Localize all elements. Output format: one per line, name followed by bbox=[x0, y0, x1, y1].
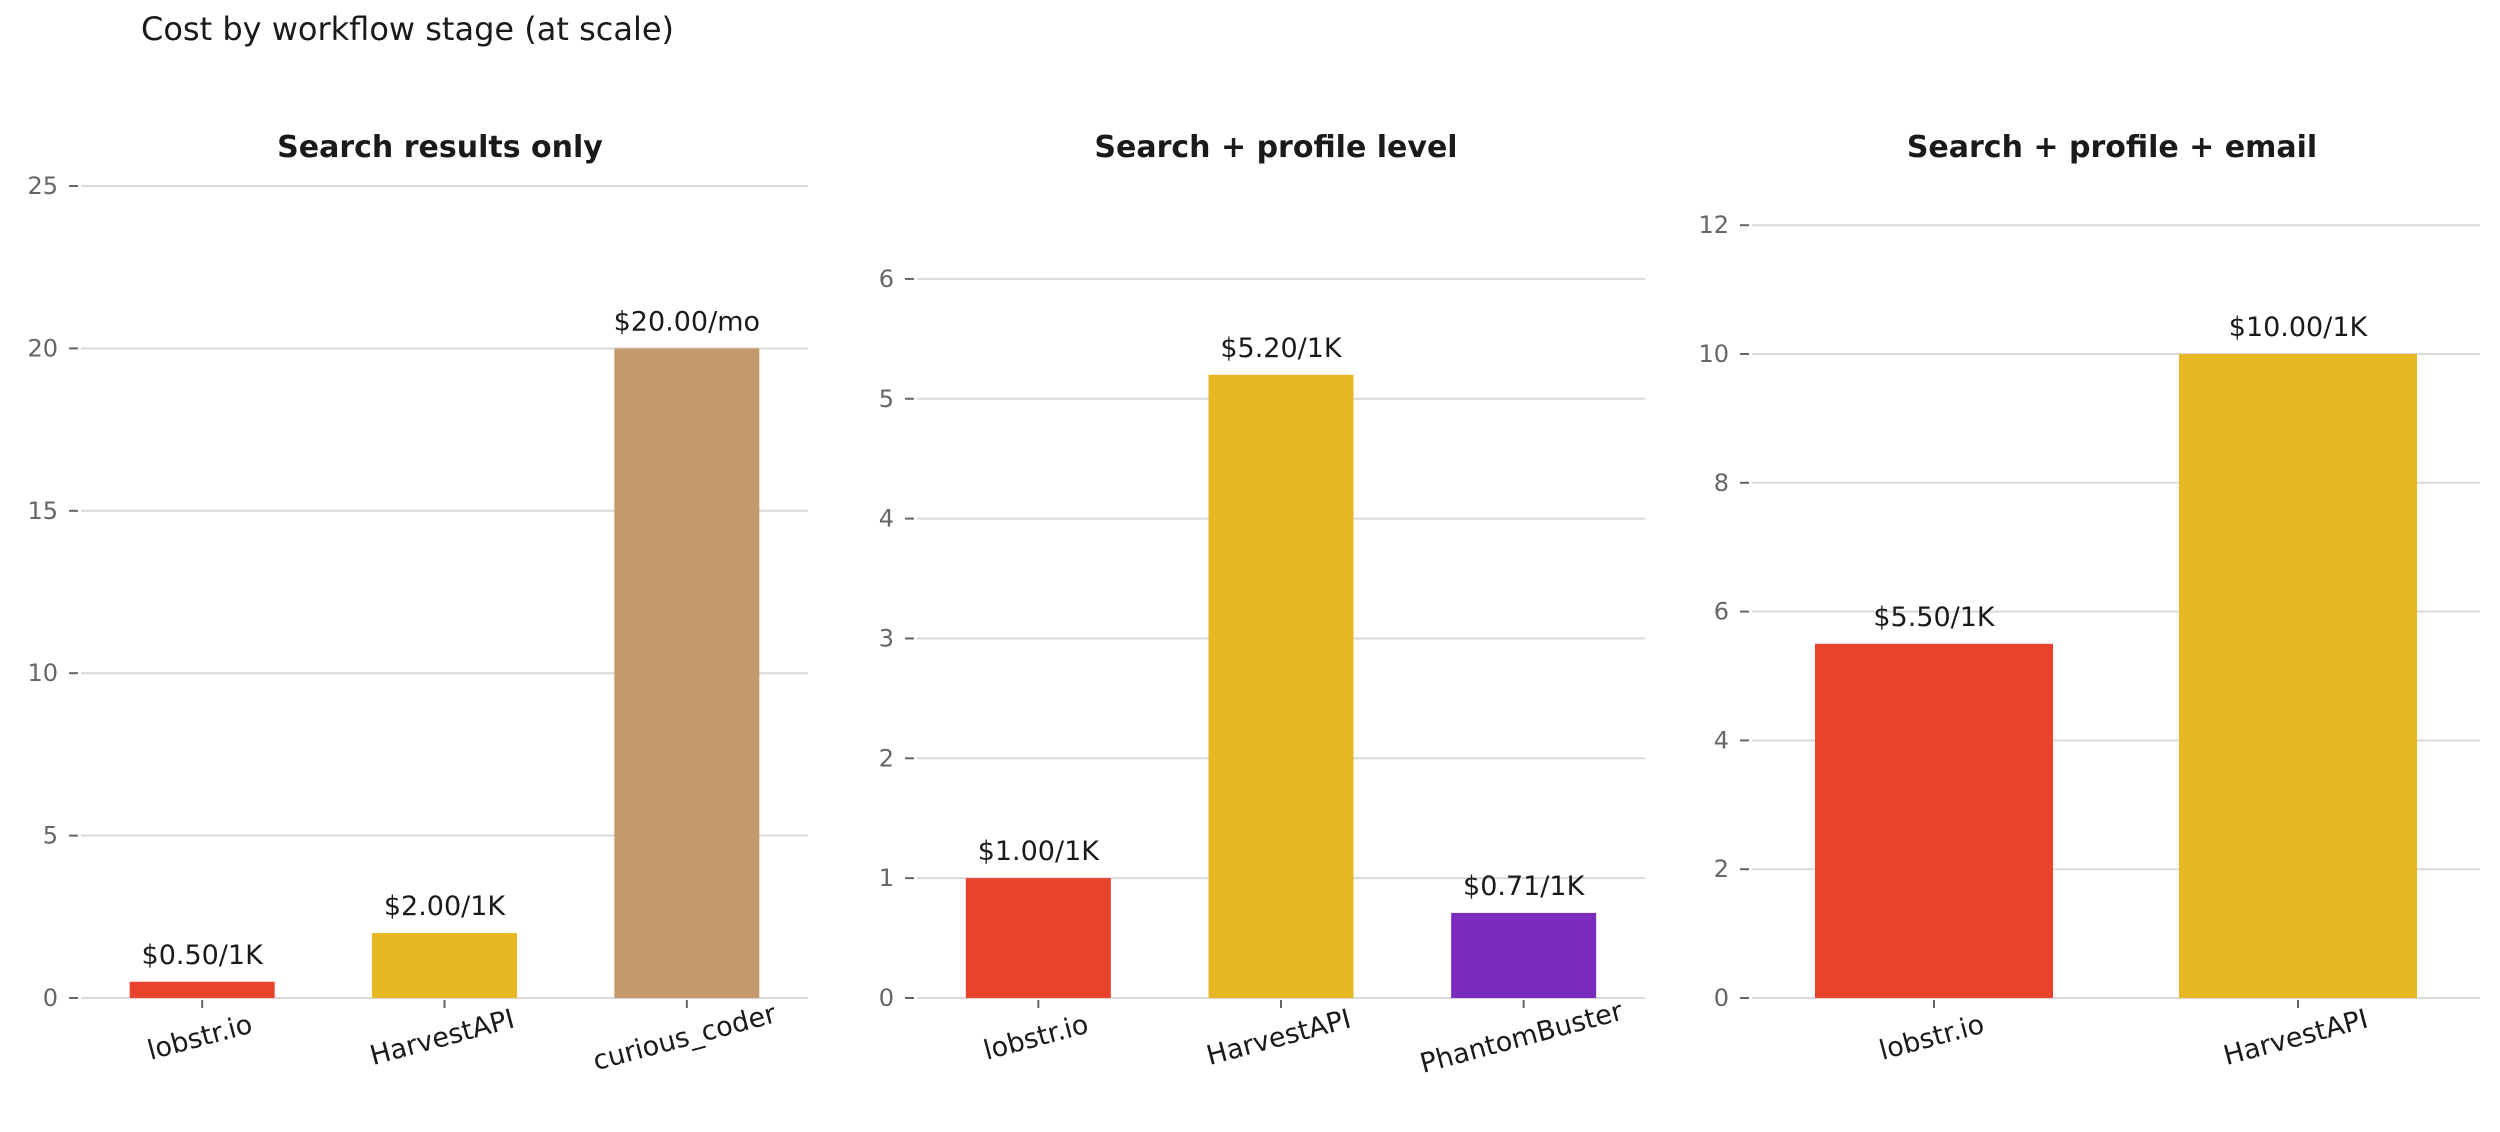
x-tick-label: HarvestAPI bbox=[1203, 1004, 1354, 1072]
y-tick-label: 1 bbox=[879, 864, 894, 892]
y-tick-label: 20 bbox=[27, 334, 58, 362]
bar bbox=[2179, 354, 2417, 998]
y-tick-label: 10 bbox=[1698, 340, 1729, 368]
y-tick-label: 5 bbox=[879, 385, 894, 413]
x-tick-label: curious_coder bbox=[590, 998, 780, 1077]
data-label: $10.00/1K bbox=[2229, 312, 2369, 343]
x-tick-label: PhantomBuster bbox=[1417, 996, 1627, 1080]
y-tick-label: 4 bbox=[1714, 726, 1729, 754]
y-tick-label: 0 bbox=[879, 984, 894, 1012]
bar bbox=[1815, 643, 2053, 998]
x-tick-label: lobstr.io bbox=[144, 1009, 255, 1067]
bar bbox=[614, 348, 760, 998]
y-tick-label: 10 bbox=[27, 659, 58, 687]
figure-title: Cost by workflow stage (at scale) bbox=[141, 10, 674, 48]
y-tick-label: 15 bbox=[27, 497, 58, 525]
y-tick-label: 3 bbox=[879, 624, 894, 652]
y-tick-label: 25 bbox=[27, 172, 58, 200]
y-tick-label: 0 bbox=[1714, 984, 1729, 1012]
y-tick-label: 5 bbox=[43, 822, 58, 850]
data-label: $5.50/1K bbox=[1873, 602, 1996, 633]
y-tick-label: 2 bbox=[879, 744, 894, 772]
y-tick-label: 6 bbox=[879, 265, 894, 293]
data-label: $1.00/1K bbox=[978, 836, 1101, 867]
bar bbox=[129, 981, 275, 998]
data-label: $5.20/1K bbox=[1220, 333, 1343, 364]
x-tick-label: lobstr.io bbox=[1876, 1009, 1987, 1067]
y-tick-label: 0 bbox=[43, 984, 58, 1012]
y-tick-label: 8 bbox=[1714, 469, 1729, 497]
data-label: $2.00/1K bbox=[384, 891, 507, 922]
y-tick-label: 6 bbox=[1714, 598, 1729, 626]
bar bbox=[1451, 912, 1597, 998]
bar bbox=[372, 933, 517, 998]
data-label: $20.00/mo bbox=[614, 306, 760, 337]
x-tick-label: HarvestAPI bbox=[367, 1004, 518, 1072]
x-tick-label: HarvestAPI bbox=[2220, 1004, 2371, 1072]
panel-title: Search + profile level bbox=[1094, 130, 1457, 165]
y-tick-label: 12 bbox=[1698, 211, 1729, 239]
data-label: $0.71/1K bbox=[1463, 871, 1586, 902]
x-tick-label: lobstr.io bbox=[980, 1009, 1091, 1067]
panel-title: Search results only bbox=[277, 130, 603, 165]
data-label: $0.50/1K bbox=[142, 940, 265, 971]
y-tick-label: 2 bbox=[1714, 855, 1729, 883]
bar bbox=[1208, 374, 1354, 998]
panel-title: Search + profile + email bbox=[1907, 130, 2317, 165]
y-tick-label: 4 bbox=[879, 505, 894, 533]
bar bbox=[965, 878, 1111, 998]
